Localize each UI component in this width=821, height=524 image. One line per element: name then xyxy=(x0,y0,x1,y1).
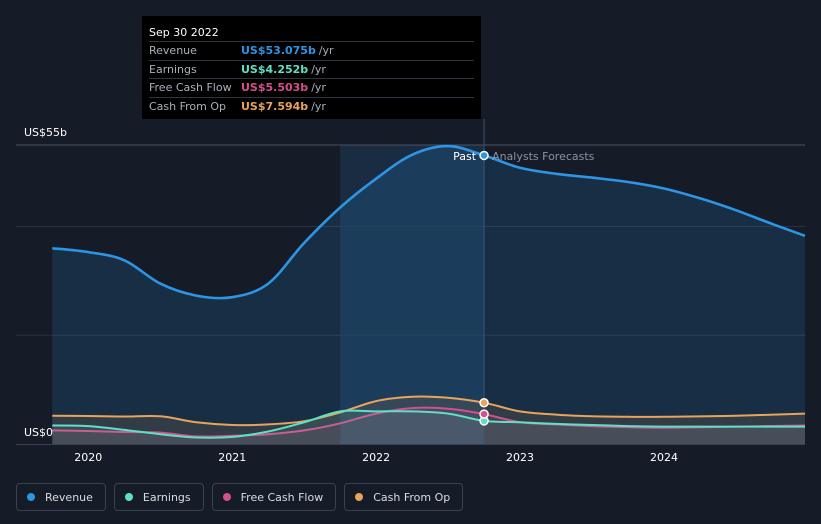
earnings-line xyxy=(52,409,805,439)
cash-from-op-line xyxy=(52,395,806,427)
chart-area: Past Analysts Forecasts US$55b US$0 2020 2021… xyxy=(16,119,806,464)
tooltip-panel: Sep 30 2022 Revenue US$53.075b/yr Earnings… xyxy=(142,16,481,119)
tooltip-series-value: US$53.075b xyxy=(241,44,316,57)
chart-legend: Revenue Earnings Free Cash Flow Cash From O… xyxy=(16,483,464,511)
legend-item-revenue[interactable]: Revenue xyxy=(16,483,106,511)
tooltip-series-value: US$5.503b xyxy=(241,81,309,94)
x-tick-label: 2023 xyxy=(506,451,534,464)
tooltip-series-name: Revenue xyxy=(149,44,197,57)
tooltip-row: Earnings US$4.252b/yr xyxy=(149,59,474,79)
revenue-marker xyxy=(479,150,489,161)
past-highlight-band xyxy=(340,145,485,444)
legend-dot-icon xyxy=(124,493,133,501)
legend-label: Free Cash Flow xyxy=(240,490,324,504)
legend-dot-icon xyxy=(27,493,35,501)
legend-item-earnings[interactable]: Earnings xyxy=(113,483,204,511)
free-cash-flow-area xyxy=(52,407,806,444)
y-tick-label: US$55b xyxy=(24,126,67,139)
cash-from-op-marker xyxy=(479,397,489,408)
revenue-line xyxy=(52,144,806,300)
y-tick-label: US$0 xyxy=(24,426,53,439)
x-tick-label: 2021 xyxy=(218,451,246,464)
tooltip-series-value: US$7.594b xyxy=(241,99,309,113)
tooltip-unit: /yr xyxy=(311,99,326,113)
tooltip-series-name: Free Cash Flow xyxy=(149,81,232,94)
forecast-label: Analysts Forecasts xyxy=(492,150,595,163)
tooltip-date: Sep 30 2022 xyxy=(149,26,219,39)
legend-label: Earnings xyxy=(142,490,191,504)
legend-dot-icon xyxy=(222,493,231,501)
revenue-area xyxy=(52,146,806,445)
legend-item-free-cash-flow[interactable]: Free Cash Flow xyxy=(211,483,337,511)
tooltip-series-name: Earnings xyxy=(149,62,197,76)
x-tick-label: 2022 xyxy=(362,451,390,464)
tooltip-unit: /yr xyxy=(311,62,326,76)
tooltip-unit: /yr xyxy=(318,44,334,57)
tooltip-series-name: Cash From Op xyxy=(149,99,227,113)
x-tick-label: 2024 xyxy=(650,451,678,464)
legend-label: Revenue xyxy=(45,490,93,504)
free-cash-flow-marker xyxy=(479,409,489,419)
legend-dot-icon xyxy=(355,493,364,501)
tooltip-row: Free Cash Flow US$5.503b/yr xyxy=(149,78,474,97)
tooltip-series-value: US$4.252b xyxy=(241,62,309,76)
tooltip-row: Cash From Op US$7.594b/yr xyxy=(149,96,474,116)
x-tick-label: 2020 xyxy=(74,451,102,464)
legend-item-cash-from-op[interactable]: Cash From Op xyxy=(344,483,464,511)
past-label: Past xyxy=(453,150,477,163)
tooltip-row: Revenue US$53.075b/yr xyxy=(149,41,474,60)
earnings-area xyxy=(52,410,806,444)
legend-label: Cash From Op xyxy=(373,490,451,504)
cash-from-op-area xyxy=(52,396,806,444)
tooltip-unit: /yr xyxy=(311,81,326,94)
